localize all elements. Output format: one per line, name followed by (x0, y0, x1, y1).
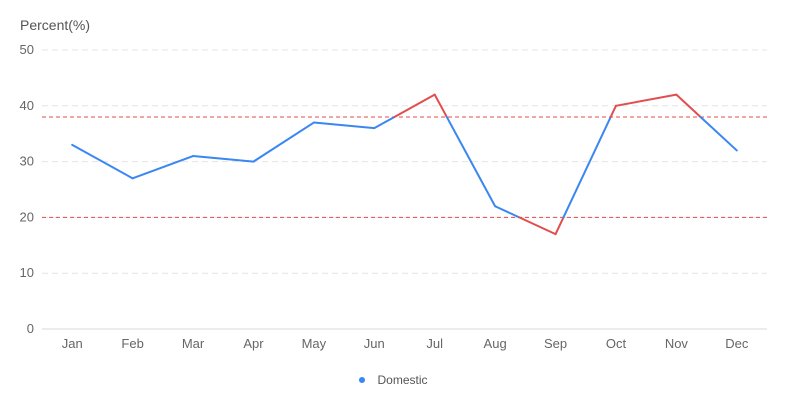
y-tick-label: 40 (20, 98, 34, 113)
y-axis-title: Percent(%) (20, 17, 91, 33)
series-segment (518, 216, 557, 236)
series-segment (554, 216, 565, 236)
series-segment (312, 121, 376, 130)
data-point[interactable] (68, 141, 76, 149)
x-tick-label: Dec (725, 336, 749, 351)
data-point[interactable] (491, 202, 499, 210)
x-tick-label: Jan (62, 336, 83, 351)
y-tick-label: 20 (20, 209, 34, 224)
x-tick-label: Aug (484, 336, 507, 351)
data-point[interactable] (612, 102, 620, 110)
legend-item-domestic[interactable]: Domestic (359, 373, 428, 387)
series-segment (131, 155, 195, 180)
series-segment (373, 115, 396, 130)
x-tick-label: Jul (426, 336, 443, 351)
y-tick-label: 0 (27, 321, 34, 336)
data-point[interactable] (310, 119, 318, 127)
x-axis-ticks: Jan Feb Mar Apr May Jun Jul Aug Sep Oct Nov Dec (62, 336, 749, 351)
data-point[interactable] (431, 91, 439, 99)
series-domestic (68, 91, 741, 238)
data-point[interactable] (552, 230, 560, 238)
series-segment (494, 205, 521, 219)
y-axis-ticks: 0 10 20 30 40 50 (20, 42, 34, 336)
legend-marker (359, 377, 366, 383)
series-segment (433, 93, 448, 118)
x-tick-label: Jun (364, 336, 385, 351)
series-segment (614, 93, 678, 107)
data-point[interactable] (733, 146, 741, 154)
data-point[interactable] (129, 174, 137, 182)
x-tick-label: Oct (606, 336, 627, 351)
series-segment (699, 115, 738, 152)
grid-lines (42, 49, 767, 274)
x-tick-label: May (302, 336, 327, 351)
y-tick-label: 10 (20, 265, 34, 280)
data-point[interactable] (370, 124, 378, 132)
series-segment (192, 155, 255, 163)
legend: Domestic (0, 370, 787, 390)
x-tick-label: Mar (182, 336, 205, 351)
y-tick-label: 30 (20, 154, 34, 169)
legend-label: Domestic (377, 373, 428, 387)
x-tick-label: Sep (544, 336, 567, 351)
x-tick-label: Feb (121, 336, 143, 351)
data-point[interactable] (249, 158, 257, 166)
x-tick-label: Nov (665, 336, 689, 351)
threshold-lines (42, 116, 767, 218)
series-segment (252, 121, 315, 163)
series-segment (609, 104, 617, 118)
y-tick-label: 50 (20, 42, 34, 57)
series-segment (675, 93, 702, 118)
series-segment (393, 93, 436, 118)
data-point[interactable] (672, 91, 680, 99)
series-segment (562, 115, 612, 219)
series-segment (71, 143, 134, 180)
data-point[interactable] (189, 152, 197, 160)
series-segment (445, 115, 497, 208)
x-tick-label: Apr (243, 336, 264, 351)
